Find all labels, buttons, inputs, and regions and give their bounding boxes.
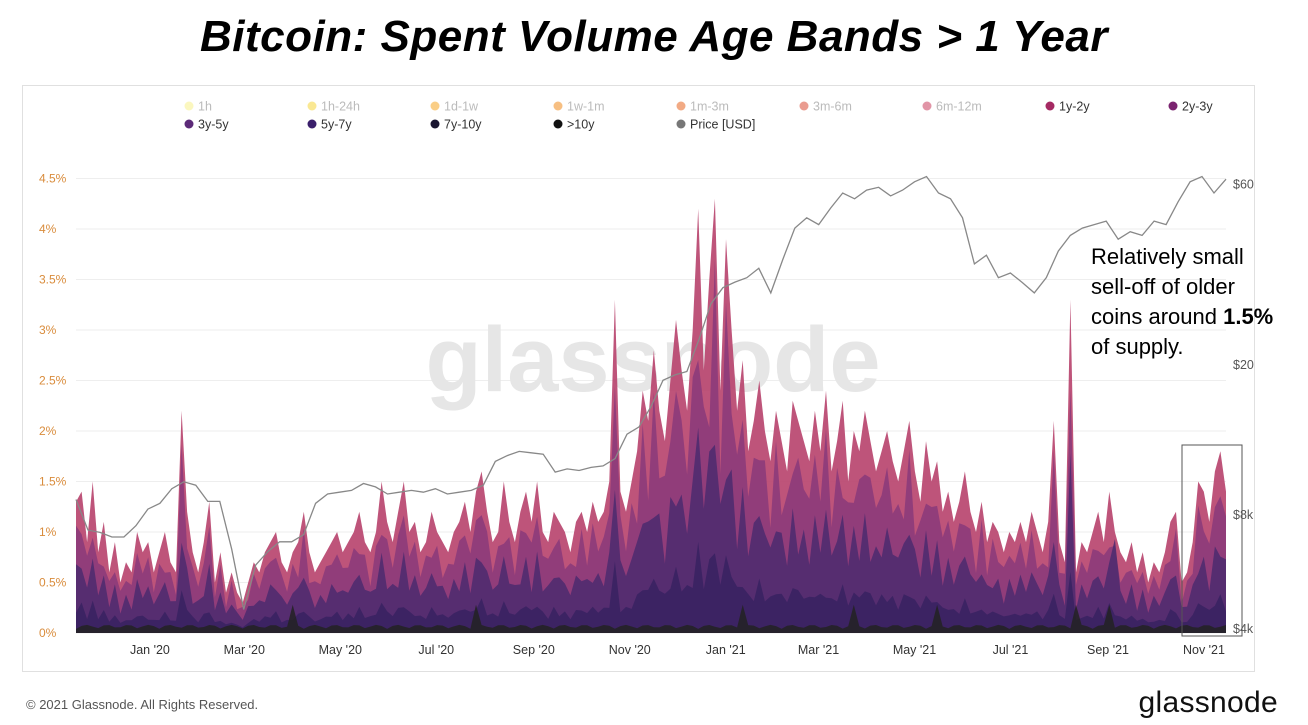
x-tick: Jan '20 (130, 643, 170, 657)
y-left-tick: 2% (39, 424, 57, 438)
legend-dot (553, 119, 563, 129)
y-left-tick: 3% (39, 323, 57, 337)
area-band-2y-3y (76, 259, 1226, 633)
x-tick: Jan '21 (706, 643, 746, 657)
legend-label: 1y-2y (1059, 100, 1090, 114)
legend-label: 1w-1m (567, 100, 605, 114)
legend-label: 3y-5y (198, 118, 229, 132)
page-title: Bitcoin: Spent Volume Age Bands > 1 Year (200, 12, 1108, 61)
y-right-tick: $20k (1233, 358, 1254, 372)
y-left-tick: 0.5% (39, 576, 67, 590)
price-line (75, 175, 1227, 610)
y-axis-left: 0% 0.5% 1% 1.5% 2% 2.5% 3% 3.5% 4% 4.5% (39, 172, 67, 640)
annotation-line3: coins around (1091, 304, 1224, 329)
legend-dot (799, 101, 809, 111)
x-tick: May '21 (893, 643, 936, 657)
y-left-tick: 4.5% (39, 172, 67, 186)
y-left-tick: 2.5% (39, 374, 67, 388)
x-tick: Sep '21 (1087, 643, 1129, 657)
legend-label: 1h-24h (321, 100, 360, 114)
legend-dot (184, 119, 194, 129)
x-tick: Jul '20 (418, 643, 454, 657)
legend-label: Price [USD] (690, 118, 755, 132)
legend-dot (430, 119, 440, 129)
x-tick: May '20 (319, 643, 362, 657)
annotation-line2: sell-off of older (1091, 274, 1235, 299)
legend-dot (307, 101, 317, 111)
legend-dot (1045, 101, 1055, 111)
legend-label: 6m-12m (936, 100, 982, 114)
y-left-tick: 1% (39, 525, 57, 539)
area-bands (76, 198, 1226, 633)
legend-dot (430, 101, 440, 111)
x-tick: Mar '21 (798, 643, 839, 657)
legend-label: 7y-10y (444, 118, 482, 132)
x-tick: Nov '21 (1183, 643, 1225, 657)
y-left-tick: 1.5% (39, 475, 67, 489)
legend-dot (1168, 101, 1178, 111)
legend-label: 3m-6m (813, 100, 852, 114)
legend-label: 1h (198, 100, 212, 114)
highlight-box (1181, 444, 1243, 637)
price-usd-line (75, 175, 1227, 610)
area-band-3y-5y (76, 427, 1226, 633)
y-right-tick: $4k (1233, 622, 1254, 636)
annotation-line4: of supply. (1091, 334, 1184, 359)
x-tick: Sep '20 (513, 643, 555, 657)
legend-label: 5y-7y (321, 118, 352, 132)
annotation-callout: Relatively small sell-off of older coins… (1091, 242, 1301, 362)
annotation-highlight: 1.5% (1223, 304, 1274, 329)
x-tick: Mar '20 (224, 643, 265, 657)
x-axis: Jan '20 Mar '20 May '20 Jul '20 Sep '20 Nov '… (130, 643, 1225, 657)
y-right-tick: $8k (1233, 508, 1254, 522)
chart-legend: 1h 1h-24h 1d-1w 1w-1m 1m-3m 3m-6m 6m-12m 1y-2y 2… (184, 100, 1213, 132)
y-left-tick: 4% (39, 222, 57, 236)
legend-label: 2y-3y (1182, 100, 1213, 114)
legend-dot (553, 101, 563, 111)
copyright-text: © 2021 Glassnode. All Rights Reserved. (26, 697, 259, 712)
y-left-tick: 3.5% (39, 273, 67, 287)
x-tick: Nov '20 (609, 643, 651, 657)
legend-dot (307, 119, 317, 129)
area-band-over-10y (76, 604, 1226, 633)
y-axis-right: $4k $8k $20k $60k (1233, 178, 1261, 636)
y-right-tick: $60k (1233, 178, 1254, 192)
spent-volume-chart: 1h 1h-24h 1d-1w 1w-1m 1m-3m 3m-6m 6m-12m 1y-2y 2… (39, 100, 1261, 658)
legend-label: >10y (567, 118, 595, 132)
x-tick: Jul '21 (993, 643, 1029, 657)
annotation-line1: Relatively small (1091, 244, 1244, 269)
y-left-tick: 0% (39, 626, 57, 640)
legend-dot (922, 101, 932, 111)
legend-dot (676, 119, 686, 129)
legend-label: 1d-1w (444, 100, 479, 114)
chart-container: 1h 1h-24h 1d-1w 1w-1m 1m-3m 3m-6m 6m-12m 1y-2y 2… (22, 85, 1261, 672)
legend-dot (676, 101, 686, 111)
brand-logo: glassnode (1138, 686, 1278, 719)
legend-dot (184, 101, 194, 111)
legend-label: 1m-3m (690, 100, 729, 114)
